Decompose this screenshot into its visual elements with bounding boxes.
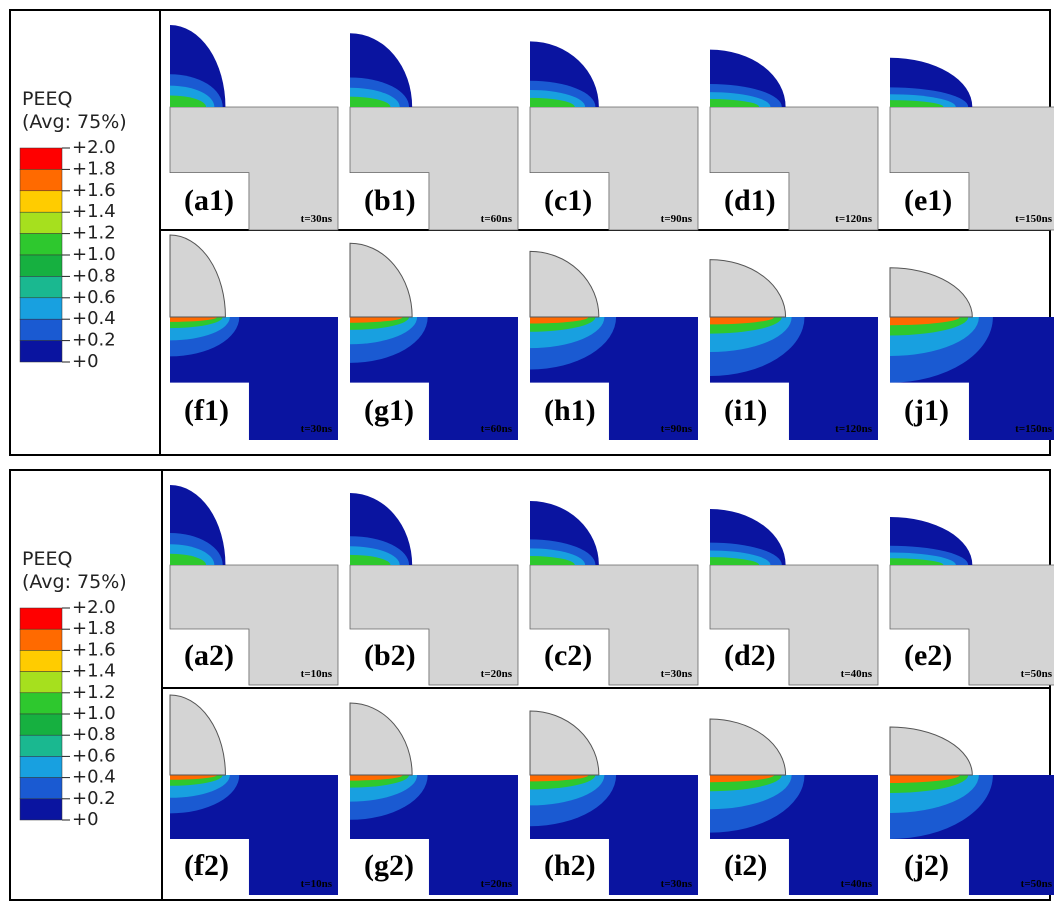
legend-label: +0.6 <box>72 287 116 308</box>
color-cell <box>20 276 62 297</box>
time-label: t=90ns <box>661 213 693 225</box>
legend-label: +1.6 <box>72 180 116 201</box>
panel-label: (d1) <box>724 184 776 217</box>
panel-label: (g2) <box>364 849 414 882</box>
legend-label: +0.6 <box>72 745 116 766</box>
legend-label: +1.0 <box>72 703 116 724</box>
legend-label: +2.0 <box>72 597 116 618</box>
legend-label: +1.4 <box>72 661 116 682</box>
color-cell <box>20 608 62 629</box>
legend-label: +1.2 <box>72 682 116 703</box>
legend-label: +0.8 <box>72 265 116 286</box>
panel-label: (c2) <box>544 639 592 672</box>
legend-label: +0.2 <box>72 330 116 351</box>
time-label: t=120ns <box>835 213 873 225</box>
legend-title: PEEQ <box>22 548 72 570</box>
time-label: t=40ns <box>841 668 873 680</box>
panel-label: (d2) <box>724 639 776 672</box>
legend-subtitle: (Avg: 75%) <box>22 571 127 593</box>
panel-label: (j2) <box>904 849 949 882</box>
color-cell <box>20 672 62 693</box>
panel-label: (b2) <box>364 639 416 672</box>
time-label: t=150ns <box>1015 213 1053 225</box>
time-label: t=30ns <box>661 668 693 680</box>
panel-label: (a2) <box>184 639 234 672</box>
color-cell <box>20 799 62 820</box>
particle <box>710 719 786 775</box>
legend-label: +1.0 <box>72 244 116 265</box>
legend-title: PEEQ <box>22 88 72 110</box>
color-cell <box>20 234 62 255</box>
time-label: t=50ns <box>1021 668 1053 680</box>
color-cell <box>20 212 62 233</box>
particle <box>170 695 225 775</box>
color-cell <box>20 778 62 799</box>
color-cell <box>20 629 62 650</box>
color-cell <box>20 319 62 340</box>
time-label: t=20ns <box>481 668 513 680</box>
panel-label: (h1) <box>544 394 596 427</box>
time-label: t=30ns <box>301 423 333 435</box>
particle <box>890 727 972 775</box>
time-label: t=10ns <box>301 668 333 680</box>
time-label: t=50ns <box>1021 878 1053 890</box>
particle <box>170 235 225 317</box>
time-label: t=90ns <box>661 423 693 435</box>
panel-label: (e1) <box>904 184 952 217</box>
panel-label: (i1) <box>724 394 767 427</box>
color-cell <box>20 714 62 735</box>
particle <box>890 268 972 317</box>
legend-label: +0.4 <box>72 767 116 788</box>
legend-label: +1.6 <box>72 639 116 660</box>
legend-label: +2.0 <box>72 137 116 158</box>
legend-subtitle: (Avg: 75%) <box>22 111 127 133</box>
particle <box>530 251 599 317</box>
color-cell <box>20 169 62 190</box>
panel-label: (g1) <box>364 394 414 427</box>
legend-label: +1.8 <box>72 158 116 179</box>
particle <box>710 260 786 317</box>
panel-label: (f2) <box>184 849 229 882</box>
legend-label: +0.4 <box>72 308 116 329</box>
legend-label: +0 <box>72 809 99 830</box>
particle <box>350 243 412 317</box>
particle <box>350 703 412 775</box>
color-cell <box>20 650 62 671</box>
color-cell <box>20 148 62 169</box>
time-label: t=150ns <box>1015 423 1053 435</box>
color-cell <box>20 756 62 777</box>
panel-label: (e2) <box>904 639 952 672</box>
time-label: t=40ns <box>841 878 873 890</box>
figure: PEEQ(Avg: 75%)+2.0+1.8+1.6+1.4+1.2+1.0+0… <box>0 0 1054 905</box>
color-cell <box>20 341 62 362</box>
panel-label: (a1) <box>184 184 234 217</box>
color-cell <box>20 255 62 276</box>
color-cell <box>20 298 62 319</box>
time-label: t=10ns <box>301 878 333 890</box>
panel-label: (b1) <box>364 184 416 217</box>
time-label: t=20ns <box>481 878 513 890</box>
legend-label: +1.4 <box>72 201 116 222</box>
color-cell <box>20 693 62 714</box>
time-label: t=30ns <box>301 213 333 225</box>
panel-label: (c1) <box>544 184 592 217</box>
panel-label: (i2) <box>724 849 767 882</box>
legend-label: +1.8 <box>72 618 116 639</box>
time-label: t=120ns <box>835 423 873 435</box>
time-label: t=30ns <box>661 878 693 890</box>
panel-label: (h2) <box>544 849 596 882</box>
legend-label: +1.2 <box>72 223 116 244</box>
time-label: t=60ns <box>481 423 513 435</box>
time-label: t=60ns <box>481 213 513 225</box>
panel-label: (f1) <box>184 394 229 427</box>
legend-label: +0.2 <box>72 788 116 809</box>
legend-label: +0.8 <box>72 724 116 745</box>
legend-label: +0 <box>72 351 99 372</box>
particle <box>530 711 599 775</box>
panel-label: (j1) <box>904 394 949 427</box>
color-cell <box>20 191 62 212</box>
color-cell <box>20 735 62 756</box>
